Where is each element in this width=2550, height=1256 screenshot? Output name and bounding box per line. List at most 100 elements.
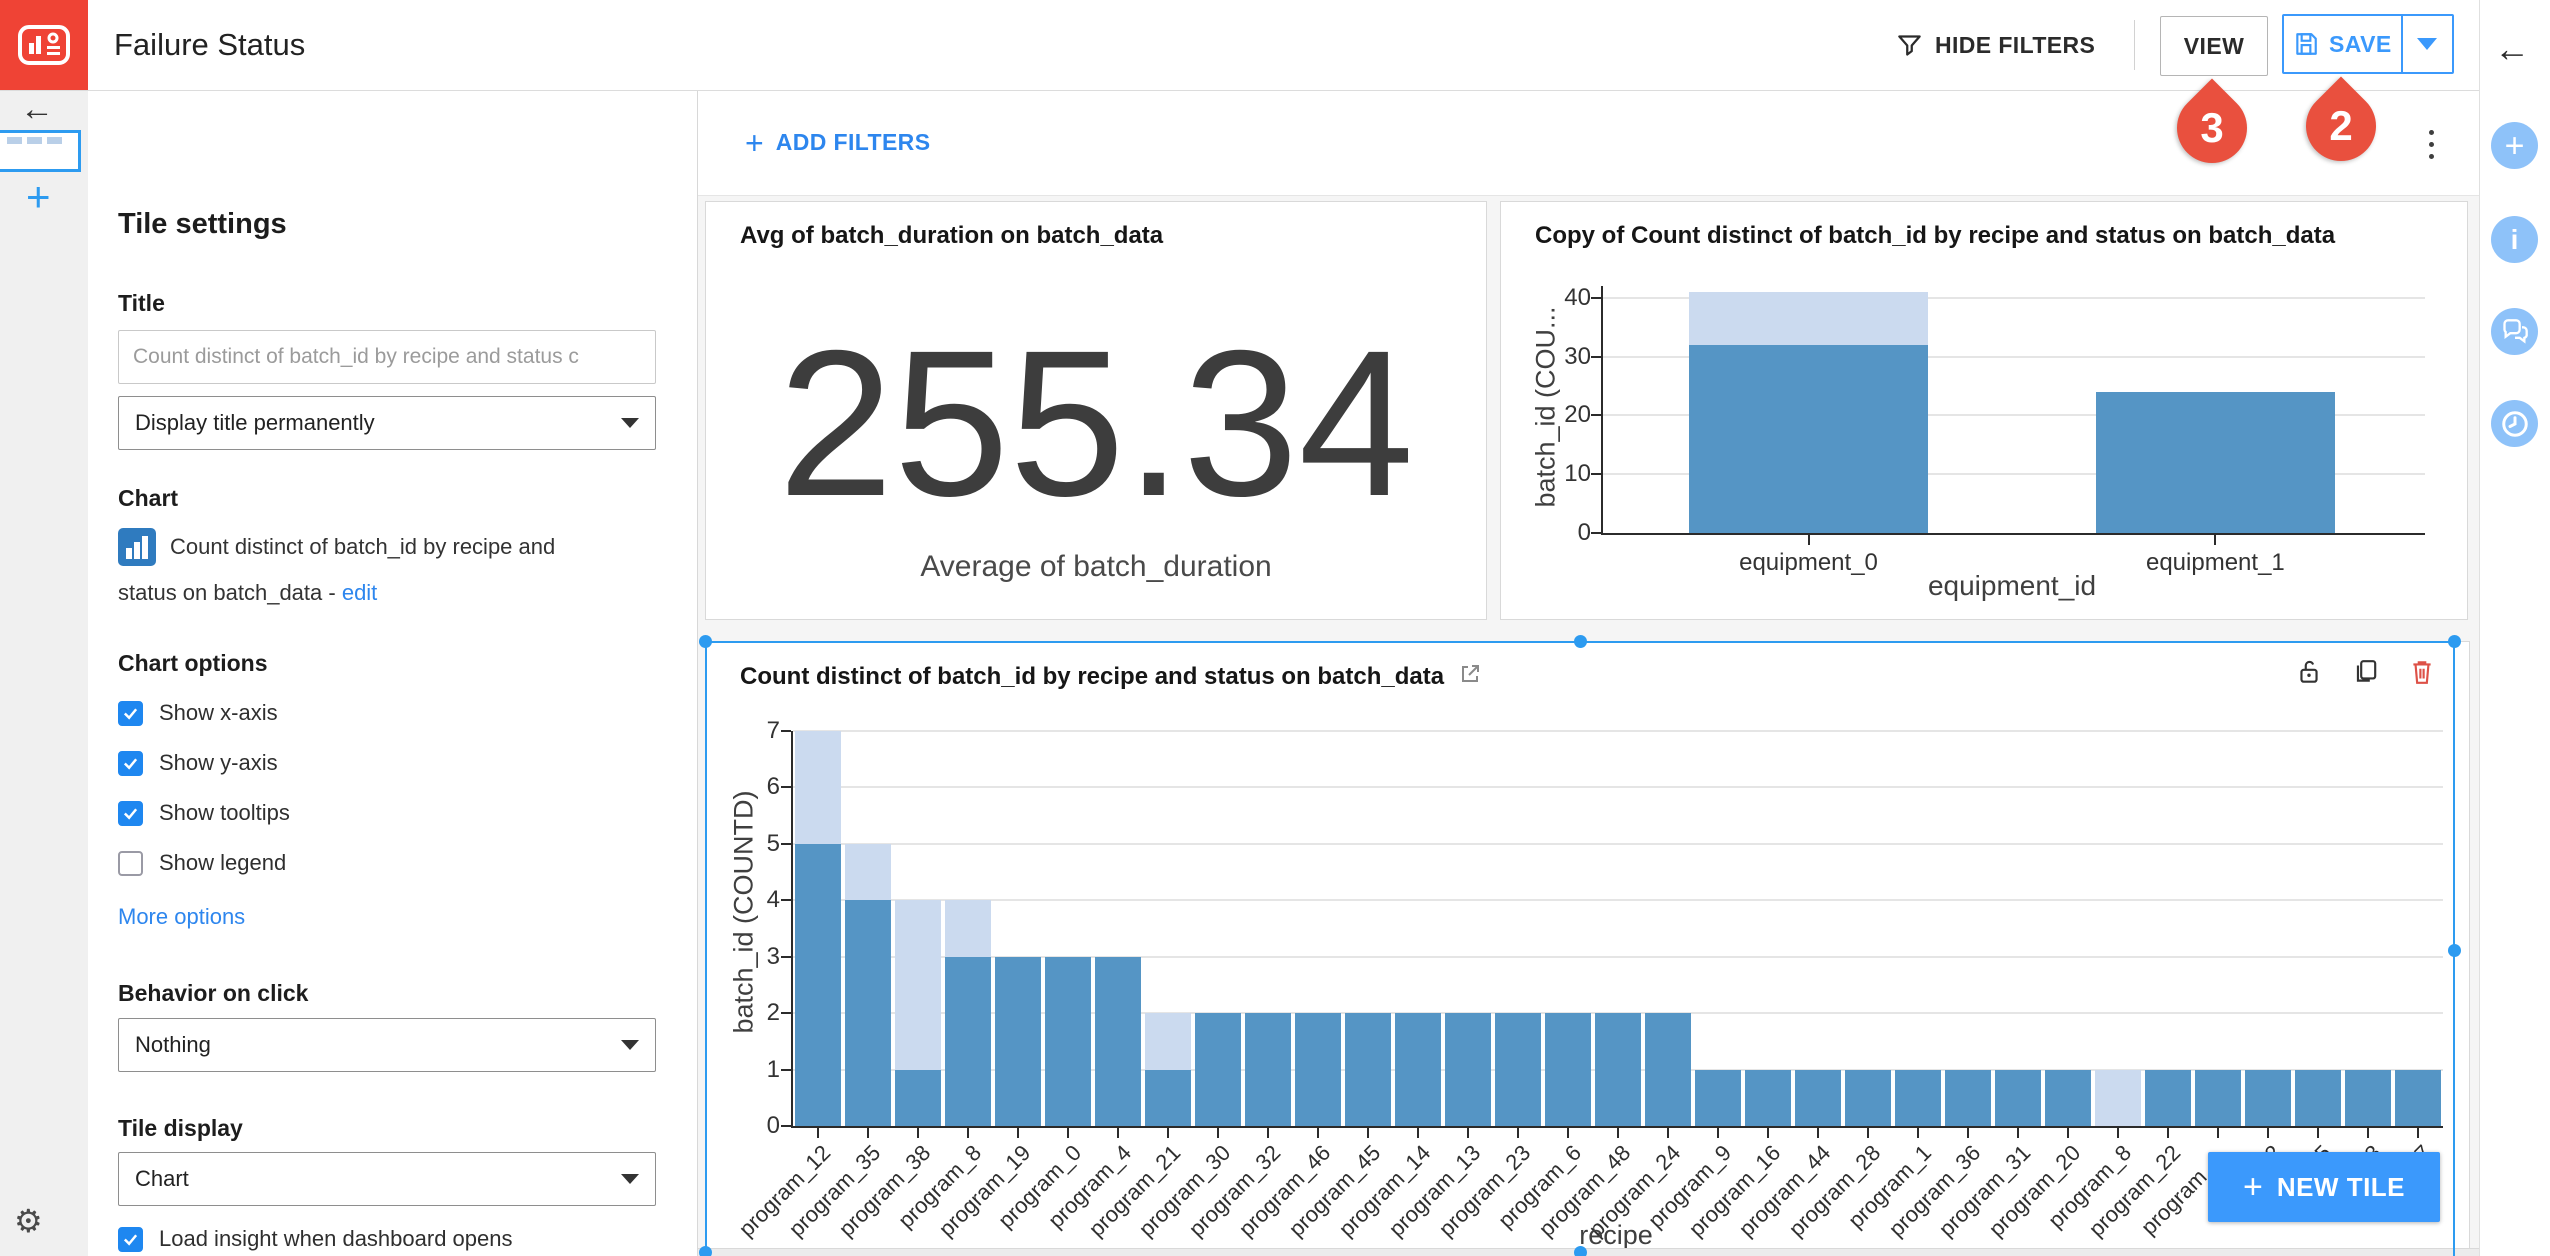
bar-segment-dark[interactable] [1095, 956, 1141, 1126]
bar-segment-dark[interactable] [1295, 1013, 1341, 1126]
kebab-menu-icon[interactable] [2425, 126, 2438, 163]
bar-segment-dark[interactable] [2295, 1069, 2341, 1126]
bar-segment-dark[interactable] [1845, 1069, 1891, 1126]
tile-title-input[interactable] [118, 330, 656, 384]
bar-segment-light[interactable] [1689, 291, 1928, 345]
checkbox[interactable] [118, 800, 143, 826]
bar-segment-dark[interactable] [2345, 1069, 2391, 1126]
bar-segment-dark[interactable] [1645, 1013, 1691, 1126]
x-axis-label: recipe [1579, 1220, 1653, 1250]
tile-count-distinct-recipe[interactable]: Count distinct of batch_id by recipe and… [705, 641, 2470, 1256]
bar-segment-dark[interactable] [1395, 1013, 1441, 1126]
edit-insight-link[interactable]: edit [341, 580, 378, 605]
bar-segment-dark[interactable] [1145, 1069, 1191, 1126]
bar-segment-light[interactable] [945, 900, 991, 957]
checkbox[interactable] [118, 750, 143, 776]
bar-segment-dark[interactable] [2044, 1069, 2091, 1126]
save-dropdown-button[interactable] [2400, 16, 2452, 72]
tile-title: Count distinct of batch_id by recipe and… [740, 662, 1482, 693]
new-tile-button[interactable]: + NEW TILE [2208, 1152, 2440, 1222]
checkbox-show-legend[interactable]: Show legend [118, 850, 286, 876]
resize-handle-bottom-center[interactable] [1574, 1246, 1587, 1256]
bar-segment-dark[interactable] [2145, 1069, 2191, 1126]
tile-display-select[interactable]: Chart [118, 1152, 656, 1206]
annotation-badge-save: 2 [2291, 76, 2391, 176]
bar-segment-dark[interactable] [1945, 1069, 1991, 1126]
bar-segment-dark[interactable] [2096, 391, 2335, 533]
history-button[interactable] [2491, 400, 2538, 447]
checkbox-show-y-axis[interactable]: Show y-axis [118, 750, 278, 776]
resize-handle-top-center[interactable] [1574, 635, 1587, 648]
plus-icon: + [2504, 126, 2525, 165]
bar-segment-dark[interactable] [895, 1069, 941, 1126]
y-tick-label: 4 [766, 886, 780, 914]
slide-thumbnail[interactable] [0, 130, 81, 172]
gear-icon[interactable]: ⚙ [14, 1203, 43, 1239]
bar-segment-dark[interactable] [845, 900, 891, 1126]
duplicate-icon[interactable] [2352, 658, 2379, 691]
dashboard-logo[interactable] [0, 0, 88, 90]
bar-segment-dark[interactable] [1495, 1013, 1541, 1126]
bar-segment-dark[interactable] [1795, 1069, 1841, 1126]
bar-segment-dark[interactable] [1895, 1069, 1941, 1126]
comments-button[interactable] [2491, 308, 2538, 355]
bar-segment-dark[interactable] [794, 843, 841, 1126]
checkbox-show-x-axis[interactable]: Show x-axis [118, 700, 278, 726]
hide-filters-button[interactable]: HIDE FILTERS [1896, 0, 2095, 90]
bar-segment-dark[interactable] [2395, 1069, 2441, 1126]
checkbox-show-tooltips[interactable]: Show tooltips [118, 800, 290, 826]
title-display-select[interactable]: Display title permanently [118, 396, 656, 450]
bar-segment-dark[interactable] [1689, 344, 1928, 533]
thumb-tile [7, 137, 22, 144]
bar-segment-dark[interactable] [945, 956, 991, 1126]
bar-segment-dark[interactable] [1745, 1069, 1791, 1126]
external-link-icon[interactable] [1458, 662, 1482, 686]
tile-title: Copy of Count distinct of batch_id by re… [1535, 222, 2336, 249]
info-button[interactable]: i [2491, 216, 2538, 263]
tile-avg-batch-duration[interactable]: Avg of batch_duration on batch_data 255.… [705, 201, 1487, 620]
save-button[interactable]: SAVE [2284, 16, 2401, 72]
checkbox[interactable] [118, 1226, 143, 1252]
y-tick-label: 20 [1564, 401, 1591, 429]
bar-segment-dark[interactable] [1195, 1013, 1241, 1126]
bar-segment-light[interactable] [895, 900, 941, 1070]
checkbox-load-insight[interactable]: Load insight when dashboard opens [118, 1226, 513, 1252]
add-insight-button[interactable]: + [2491, 122, 2538, 169]
bar-segment-light[interactable] [2094, 1069, 2141, 1126]
behavior-on-click-select[interactable]: Nothing [118, 1018, 656, 1072]
view-button[interactable]: VIEW [2160, 16, 2268, 76]
tile-copy-count-distinct[interactable]: Copy of Count distinct of batch_id by re… [1500, 201, 2468, 620]
bar-segment-dark[interactable] [1695, 1069, 1741, 1126]
back-arrow-icon[interactable]: ← [20, 90, 54, 128]
bottom-scroll-strip [88, 1248, 2480, 1256]
resize-handle-right-middle[interactable] [2448, 944, 2461, 957]
y-tick-label: 0 [766, 1112, 780, 1139]
bar-segment-dark[interactable] [995, 956, 1041, 1126]
add-filters-button[interactable]: + ADD FILTERS [745, 124, 931, 161]
collapse-panel-arrow-icon[interactable]: ← [2494, 28, 2530, 69]
unlock-icon[interactable] [2296, 658, 2322, 691]
bar-segment-dark[interactable] [1245, 1013, 1291, 1126]
bar-segment-light[interactable] [1145, 1013, 1191, 1070]
bar-segment-dark[interactable] [1995, 1069, 2041, 1126]
checkbox[interactable] [118, 700, 143, 726]
save-split-button[interactable]: SAVE [2282, 14, 2454, 74]
bar-segment-dark[interactable] [1344, 1013, 1391, 1126]
bar-segment-dark[interactable] [1045, 956, 1091, 1126]
thumb-tile [47, 137, 62, 144]
bar-segment-dark[interactable] [2195, 1069, 2241, 1126]
resize-handle-top-left[interactable] [699, 635, 712, 648]
bar-segment-light[interactable] [845, 843, 891, 901]
checkbox[interactable] [118, 850, 143, 876]
bar-segment-dark[interactable] [1595, 1013, 1641, 1126]
header-divider [2134, 20, 2135, 70]
bar-segment-dark[interactable] [2245, 1069, 2291, 1126]
bar-segment-dark[interactable] [1545, 1013, 1591, 1126]
add-slide-button[interactable]: + [26, 173, 51, 220]
resize-handle-bottom-left[interactable] [699, 1246, 712, 1256]
bar-segment-light[interactable] [794, 731, 841, 844]
bar-segment-dark[interactable] [1445, 1013, 1491, 1126]
resize-handle-top-right[interactable] [2448, 635, 2461, 648]
trash-icon[interactable] [2409, 658, 2435, 691]
more-options-link[interactable]: More options [118, 904, 246, 929]
